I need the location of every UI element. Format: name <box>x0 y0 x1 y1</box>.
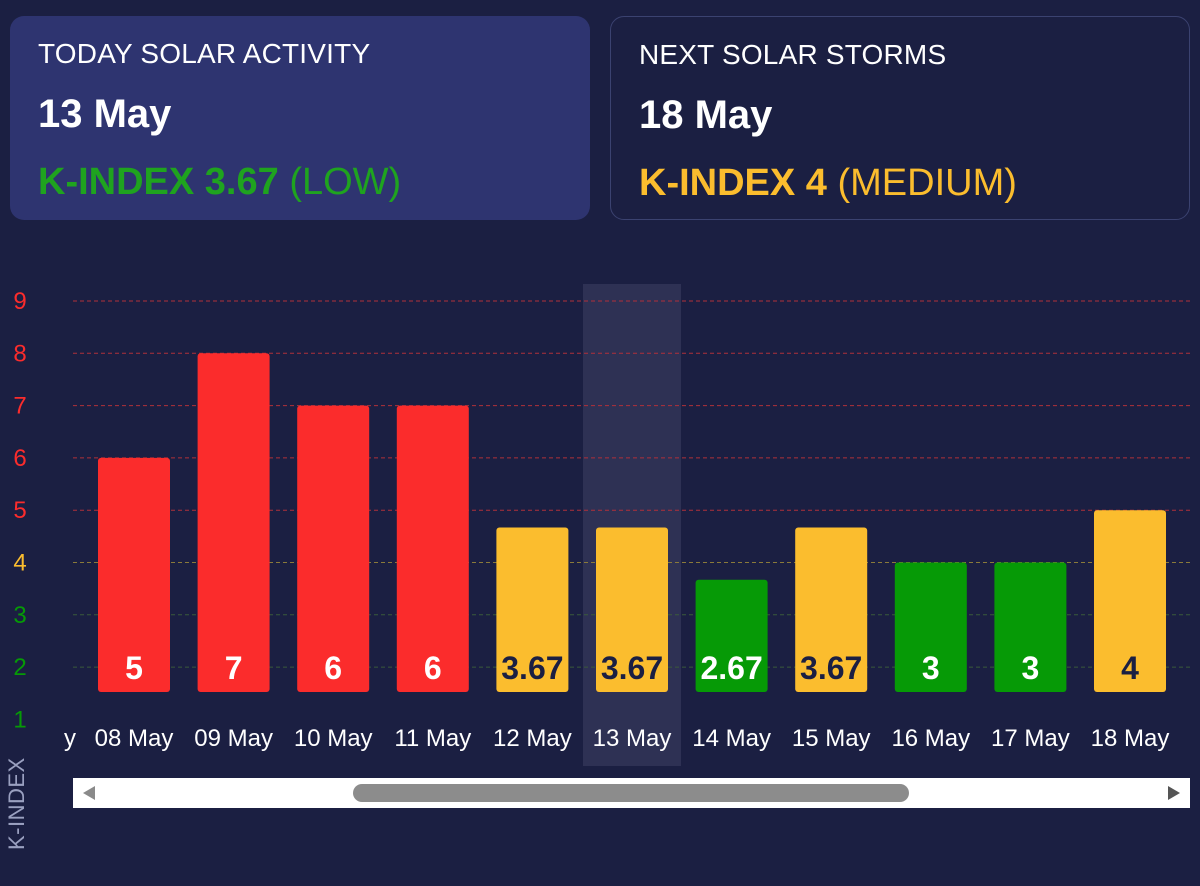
next-k-index-value: K-INDEX 4 <box>639 162 827 204</box>
x-tick-label: 18 May <box>1091 725 1170 752</box>
scroll-left-arrow-icon[interactable] <box>83 786 95 800</box>
bar <box>795 527 868 692</box>
bar-value-label: 5 <box>125 650 143 686</box>
x-tick-label-partial: y <box>64 725 76 752</box>
next-k-index-level: (MEDIUM) <box>837 162 1017 204</box>
bar-value-label: 6 <box>424 650 442 686</box>
y-axis-title: K-INDEX <box>4 757 29 850</box>
bar-value-label: 3 <box>1022 650 1040 686</box>
x-tick-label: 15 May <box>792 725 871 752</box>
y-tick-label: 4 <box>13 550 26 577</box>
x-tick-label: 12 May <box>493 725 572 752</box>
chart-horizontal-scrollbar[interactable] <box>73 778 1190 808</box>
bar-value-label: 2.67 <box>700 650 762 686</box>
bar <box>894 562 967 692</box>
bar <box>396 405 469 692</box>
y-tick-label: 7 <box>13 393 26 420</box>
bar-value-label: 3.67 <box>800 650 862 686</box>
today-k-index-value: K-INDEX 3.67 <box>38 161 279 203</box>
bar <box>596 527 668 692</box>
scroll-right-arrow-icon[interactable] <box>1168 786 1180 800</box>
x-tick-label: 10 May <box>294 725 373 752</box>
bar <box>994 562 1067 692</box>
today-k-index: K-INDEX 3.67 (LOW) <box>38 161 562 204</box>
y-tick-label: 1 <box>13 706 26 733</box>
y-tick-label: 5 <box>13 497 26 524</box>
bar <box>695 579 768 692</box>
x-tick-label: 13 May <box>593 725 672 752</box>
today-k-index-level: (LOW) <box>289 161 402 203</box>
bar-value-label: 3.67 <box>601 650 663 686</box>
x-tick-label: 09 May <box>194 725 273 752</box>
today-card-title: TODAY SOLAR ACTIVITY <box>38 38 371 69</box>
today-solar-activity-card: TODAY SOLAR ACTIVITY 13 May K-INDEX 3.67… <box>10 16 590 220</box>
y-tick-label: 9 <box>13 288 26 315</box>
bar-value-label: 7 <box>225 650 243 686</box>
next-card-date: 18 May <box>639 93 773 137</box>
x-tick-label: 16 May <box>891 725 970 752</box>
next-k-index: K-INDEX 4 (MEDIUM) <box>639 162 1161 205</box>
bar <box>98 457 170 692</box>
next-solar-storms-card: NEXT SOLAR STORMS 18 May K-INDEX 4 (MEDI… <box>610 16 1190 220</box>
bar <box>197 353 270 692</box>
x-tick-label: 08 May <box>95 725 174 752</box>
bar-value-label: 3.67 <box>501 650 563 686</box>
y-tick-label: 3 <box>13 602 26 629</box>
x-tick-label: 11 May <box>394 725 471 752</box>
bar-value-label: 4 <box>1121 650 1139 686</box>
x-tick-label: 14 May <box>692 725 771 752</box>
y-tick-label: 8 <box>13 340 26 367</box>
next-card-title: NEXT SOLAR STORMS <box>639 39 947 70</box>
bar <box>1094 510 1166 692</box>
y-tick-label: 2 <box>13 654 26 681</box>
scrollbar-thumb[interactable] <box>353 784 909 802</box>
y-tick-label: 6 <box>13 445 26 472</box>
highlight-band <box>583 284 681 766</box>
k-index-bar-chart: 1 2 3 4 5 6 7 8 9 y 5 08 May 7 09 May 6 10 May 6 11 May 3.… <box>13 284 1190 766</box>
bar-value-label: 3 <box>922 650 940 686</box>
bar <box>496 527 569 692</box>
bar-value-label: 6 <box>324 650 342 686</box>
today-card-date: 13 May <box>38 92 172 136</box>
x-tick-label: 17 May <box>991 725 1070 752</box>
bar <box>297 405 370 692</box>
